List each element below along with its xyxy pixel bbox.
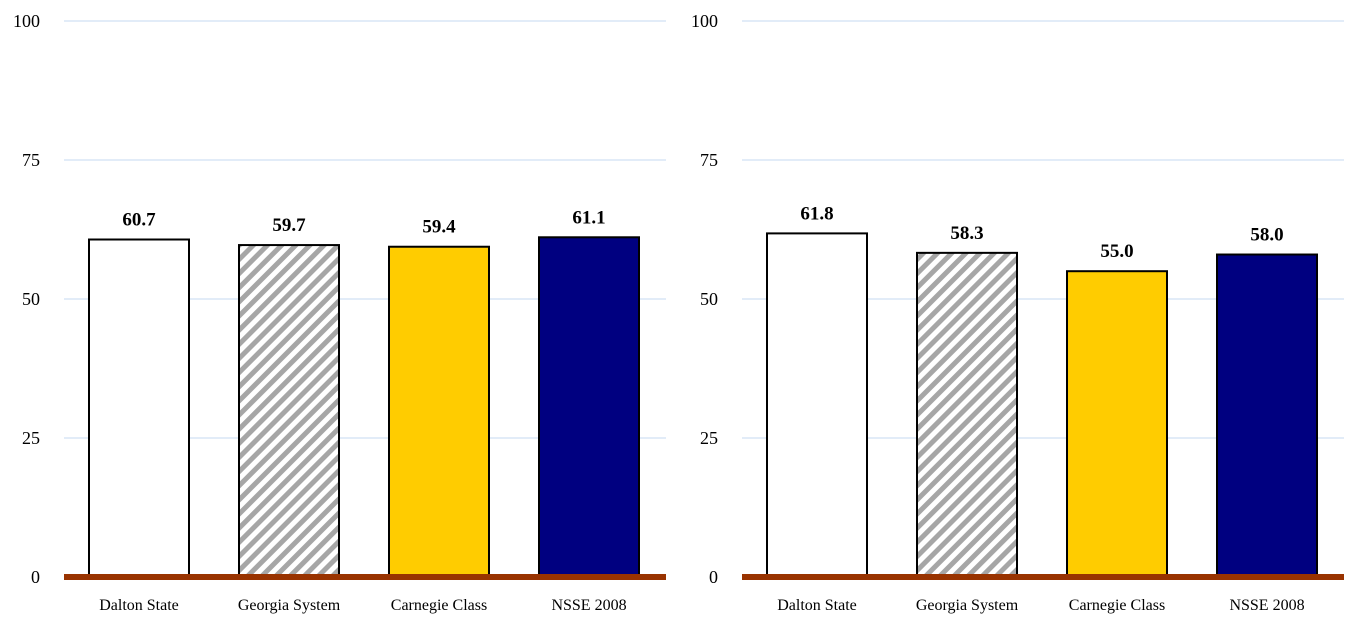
data-label: 60.7 xyxy=(122,210,156,231)
bar-georgia-system xyxy=(916,251,1018,579)
data-label: 58.3 xyxy=(950,223,983,244)
x-category-label: Carnegie Class xyxy=(1069,597,1165,614)
x-category-label: Dalton State xyxy=(99,597,179,614)
y-tick-label: 50 xyxy=(22,289,40,309)
y-tick-label: 75 xyxy=(22,150,40,170)
bar-dalton-state xyxy=(88,238,190,578)
chart-panel-right: 0 25 50 75 100 61.8 Dalton State 58.3 Georgia Sy… xyxy=(678,0,1356,620)
y-tick-label: 0 xyxy=(31,567,40,587)
x-category-label: Georgia System xyxy=(916,597,1019,614)
y-tick-label: 0 xyxy=(709,567,718,587)
data-label: 59.4 xyxy=(422,217,456,238)
bar-carnegie-class xyxy=(388,245,490,578)
y-tick-label: 50 xyxy=(700,289,718,309)
bar-chart-left: 0 25 50 75 100 60.7 Dalton State 59.7 Georgia Sy… xyxy=(13,11,666,614)
y-tick-label: 100 xyxy=(13,11,40,31)
bar-nsse-2008 xyxy=(538,236,640,578)
data-label: 61.1 xyxy=(572,207,605,228)
data-label: 59.7 xyxy=(272,215,306,236)
y-tick-label: 25 xyxy=(22,428,40,448)
data-label: 61.8 xyxy=(800,203,833,224)
x-category-label: Dalton State xyxy=(777,597,857,614)
data-label: 55.0 xyxy=(1100,241,1133,262)
bar-nsse-2008 xyxy=(1216,253,1318,579)
y-tick-label: 75 xyxy=(700,150,718,170)
chart-panel-left: 0 25 50 75 100 60.7 Dalton State 59.7 Georgia Sy… xyxy=(13,11,666,614)
y-tick-label: 25 xyxy=(700,428,718,448)
x-category-label: Georgia System xyxy=(238,597,341,614)
x-category-label: NSSE 2008 xyxy=(551,597,626,614)
bar-carnegie-class xyxy=(1066,270,1168,578)
bar-chart-right: 0 25 50 75 100 61.8 Dalton State 58.3 Georgia Sy… xyxy=(691,11,1344,614)
data-label: 58.0 xyxy=(1250,225,1283,246)
bar-dalton-state xyxy=(766,232,868,578)
y-tick-label: 100 xyxy=(691,11,718,31)
x-category-label: NSSE 2008 xyxy=(1229,597,1304,614)
bar-georgia-system xyxy=(238,244,340,578)
x-category-label: Carnegie Class xyxy=(391,597,487,614)
